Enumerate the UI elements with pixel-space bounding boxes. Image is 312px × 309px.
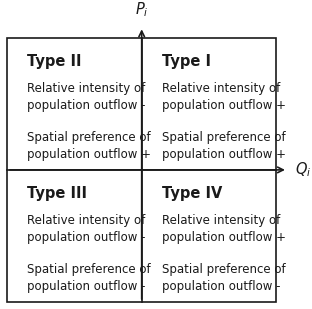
Text: Spatial preference of
population outflow -: Spatial preference of population outflow… <box>162 263 285 293</box>
Text: Spatial preference of
population outflow +: Spatial preference of population outflow… <box>27 131 151 161</box>
Text: Spatial preference of
population outflow -: Spatial preference of population outflow… <box>27 263 151 293</box>
Text: Spatial preference of
population outflow +: Spatial preference of population outflow… <box>162 131 286 161</box>
Text: Relative intensity of
population outflow +: Relative intensity of population outflow… <box>162 214 286 244</box>
Text: Relative intensity of
population outflow -: Relative intensity of population outflow… <box>27 214 146 244</box>
Text: Relative intensity of
population outflow -: Relative intensity of population outflow… <box>27 82 146 112</box>
Text: Type II: Type II <box>27 54 82 69</box>
Text: Type III: Type III <box>27 186 87 201</box>
FancyBboxPatch shape <box>7 38 276 302</box>
Text: Relative intensity of
population outflow +: Relative intensity of population outflow… <box>162 82 286 112</box>
Text: $Q_i$: $Q_i$ <box>295 161 311 179</box>
Text: Type IV: Type IV <box>162 186 222 201</box>
Text: Type I: Type I <box>162 54 211 69</box>
Text: $P_i$: $P_i$ <box>135 1 149 19</box>
